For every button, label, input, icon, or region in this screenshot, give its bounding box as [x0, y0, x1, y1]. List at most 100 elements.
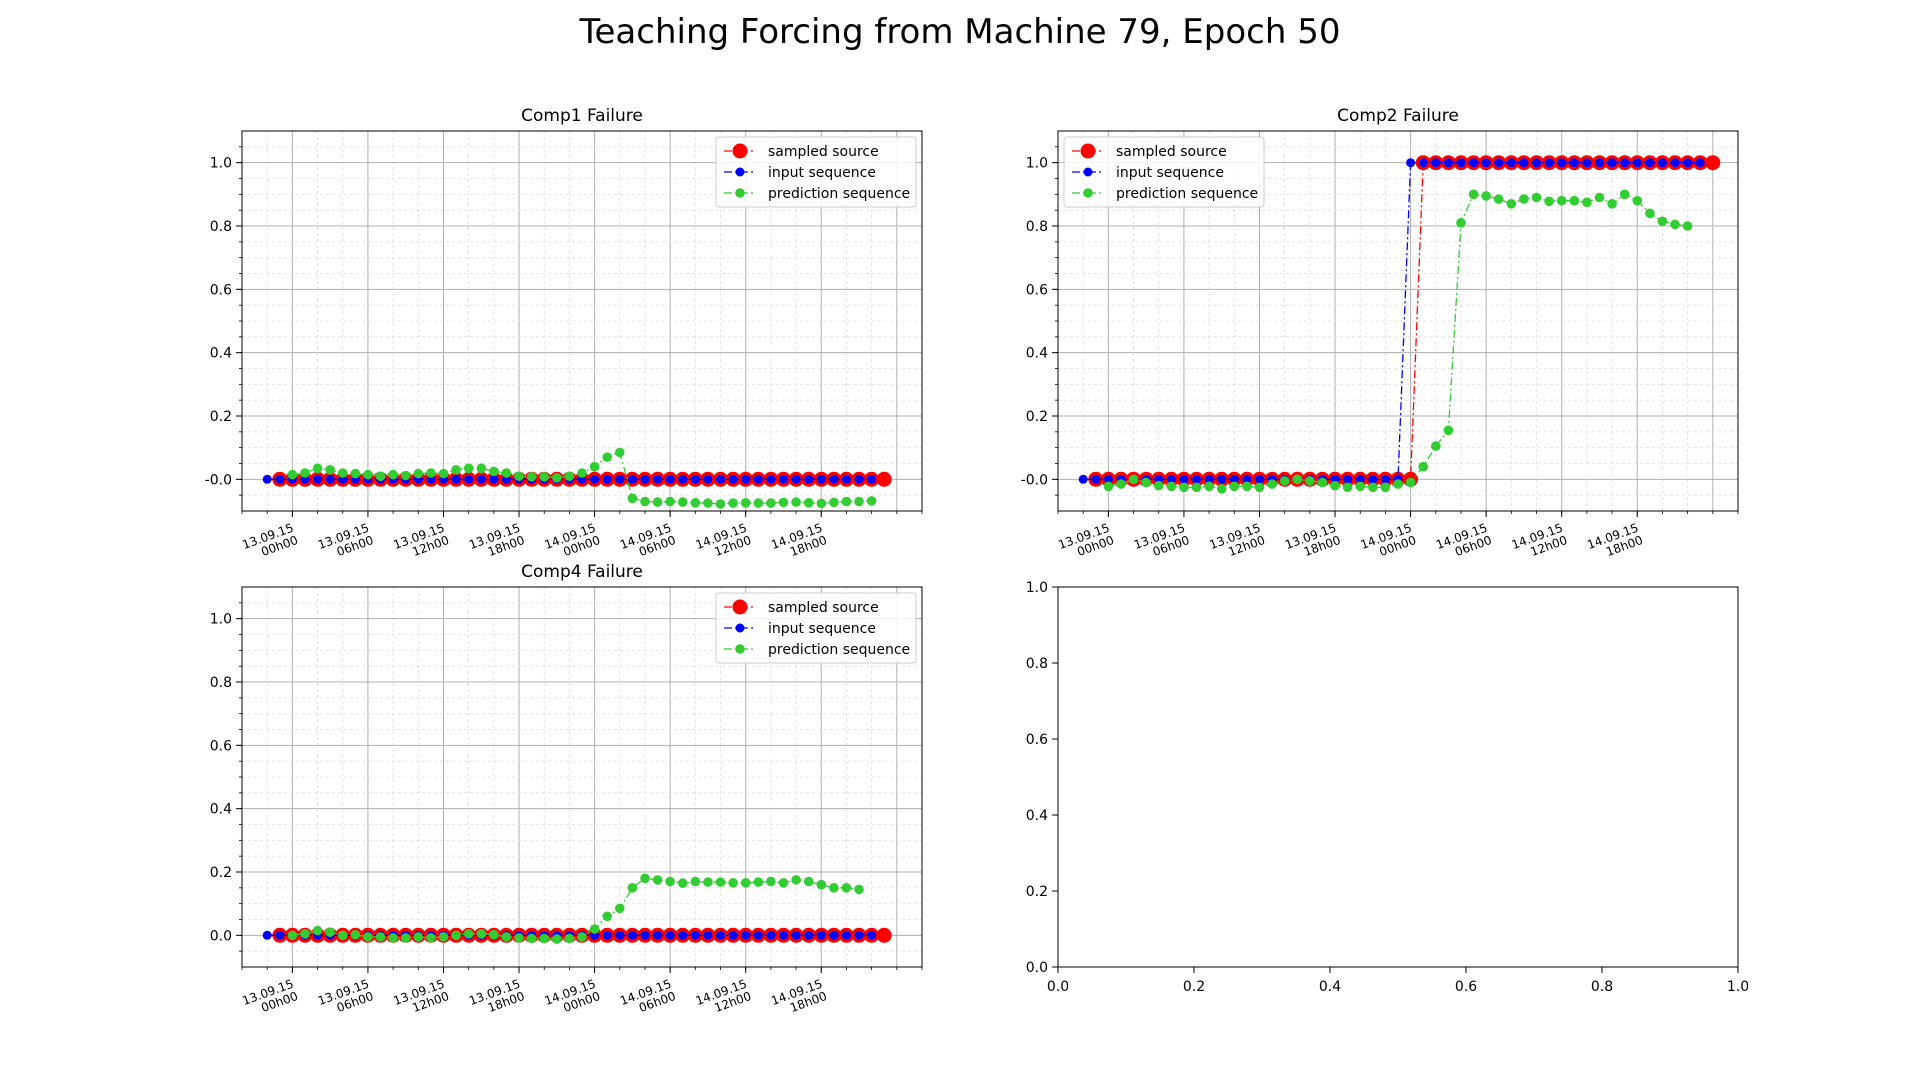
data-point [1670, 219, 1680, 230]
data-point [867, 474, 877, 484]
data-point [841, 883, 852, 893]
legend: sampled source input sequence prediction s… [1063, 136, 1265, 208]
data-point [1645, 208, 1655, 219]
data-point [1657, 158, 1667, 168]
legend: sampled source input sequence prediction s… [715, 592, 917, 664]
x-tick-label: 14.09.1500h00 [543, 521, 602, 565]
data-point [1556, 195, 1567, 206]
data-point [489, 474, 499, 484]
x-tick-label: 0.2 [1183, 979, 1205, 995]
x-tick-label: 0.6 [1455, 979, 1477, 995]
data-point [653, 474, 663, 484]
series-line [1108, 193, 1688, 490]
data-point [803, 876, 814, 887]
data-point [1355, 481, 1365, 492]
data-point [779, 930, 788, 940]
data-point [476, 463, 487, 474]
data-point [715, 877, 726, 887]
data-point [665, 876, 675, 887]
data-point [375, 932, 386, 942]
data-point [1279, 476, 1290, 486]
data-point [791, 474, 801, 484]
data-point [1368, 474, 1378, 484]
data-point [1343, 474, 1353, 484]
data-point [677, 878, 688, 888]
data-point [275, 474, 285, 484]
data-point [703, 474, 713, 484]
data-point [1456, 158, 1466, 168]
data-point [1481, 158, 1491, 168]
data-point [1544, 196, 1554, 207]
y-tick-label: 0.0 [1026, 960, 1048, 976]
data-point [876, 471, 892, 487]
x-tick-label: 14.09.1518h00 [1585, 521, 1644, 565]
data-point [526, 933, 537, 944]
data-point [766, 498, 776, 508]
x-tick-label: 1.0 [1727, 979, 1749, 995]
data-point [1317, 477, 1328, 488]
data-point [1166, 481, 1177, 492]
subplot-3: 0.0 0.2 0.4 0.6 0.8 1.0 13.09.1500h00 13.09.150… [210, 562, 923, 1021]
x-tick-label: 13.09.1512h00 [392, 521, 451, 565]
x-tick-label: 14.09.1506h00 [618, 977, 677, 1021]
data-point [1569, 195, 1580, 206]
data-point [275, 930, 285, 940]
x-tick-label: 14.09.1512h00 [694, 977, 753, 1021]
series-line [1095, 162, 1713, 480]
legend-marker [735, 167, 745, 177]
data-point [1330, 480, 1340, 491]
data-point [791, 497, 801, 507]
data-point [400, 470, 411, 481]
x-tick-label: 14.09.1518h00 [769, 521, 828, 565]
data-point [426, 468, 436, 478]
data-point [1494, 158, 1504, 168]
data-point [1355, 474, 1365, 484]
data-point [1128, 474, 1139, 485]
data-point [778, 878, 789, 888]
data-point [1141, 477, 1151, 488]
legend-box [715, 592, 917, 664]
x-tick-label: 13.09.1518h00 [467, 521, 526, 565]
data-point [627, 930, 637, 940]
subplot-title: Comp1 Failure [521, 106, 643, 126]
y-tick-label: 0.2 [210, 865, 232, 881]
y-tick-label: 0.6 [1026, 732, 1048, 748]
data-point [1682, 221, 1693, 231]
y-tick-label: 0.6 [210, 738, 232, 754]
x-tick-label: 0.0 [1047, 979, 1069, 995]
data-point [438, 932, 449, 942]
data-point [1657, 216, 1668, 227]
data-point [665, 930, 675, 940]
data-point [300, 929, 310, 939]
data-point [1091, 474, 1101, 484]
y-tick-label: 0.2 [1026, 409, 1048, 425]
legend-label: prediction sequence [1116, 186, 1258, 202]
data-point [740, 878, 751, 888]
x-tick-label: 14.09.1500h00 [1359, 521, 1418, 565]
data-point [1242, 481, 1252, 492]
data-point [640, 496, 650, 507]
data-point [1103, 474, 1113, 484]
legend-marker [1083, 188, 1093, 198]
legend-label: sampled source [1116, 144, 1227, 160]
data-point [741, 474, 751, 484]
data-point [728, 878, 738, 888]
y-tick-label: 1.0 [1026, 580, 1048, 596]
data-point [615, 930, 625, 940]
data-point [1078, 474, 1088, 484]
data-point [1544, 158, 1554, 168]
data-point [677, 497, 688, 507]
y-tick-label: 0.8 [1026, 219, 1048, 235]
data-point [665, 496, 675, 507]
data-point [1254, 482, 1265, 493]
data-point [1292, 474, 1303, 485]
data-point [602, 474, 612, 484]
data-point [375, 471, 386, 482]
data-point [753, 498, 764, 508]
x-tick-label: 13.09.1506h00 [1132, 521, 1191, 565]
data-point [1695, 158, 1705, 168]
data-point [451, 930, 461, 941]
data-point [866, 496, 877, 506]
data-point [615, 474, 625, 484]
